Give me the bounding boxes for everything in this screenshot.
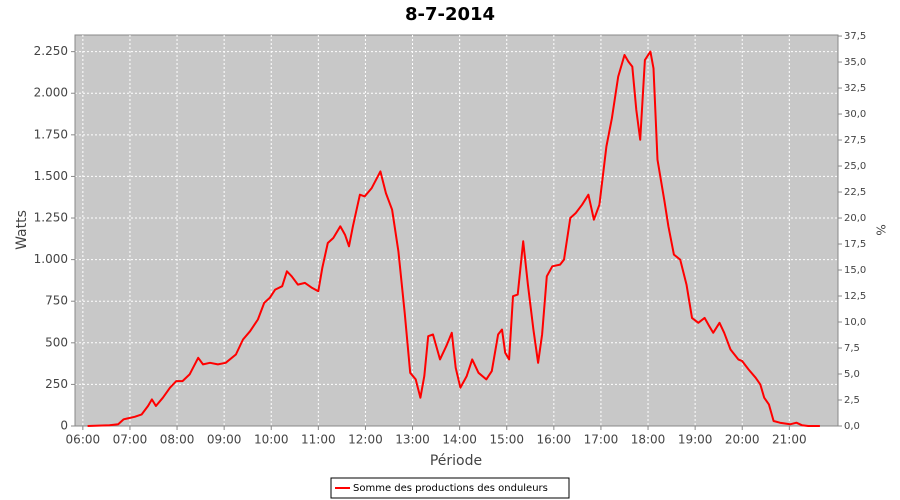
y-tick-label: 2.250 — [34, 44, 68, 58]
series-line — [87, 50, 820, 427]
y2-tick-label: 20,0 — [844, 213, 866, 224]
y2-tick-label: 15,0 — [844, 265, 866, 276]
legend-box — [330, 477, 570, 499]
x-tick-label: 16:00 — [537, 433, 572, 447]
y-axis-label: Watts — [14, 210, 30, 250]
y2-tick-label: 35,0 — [844, 57, 866, 68]
y2-tick-label: 0,0 — [844, 421, 860, 432]
y-tick-label: 750 — [45, 294, 68, 308]
x-axis-label: Période — [430, 453, 482, 469]
x-tick-label: 19:00 — [678, 433, 713, 447]
y2-tick-label: 25,0 — [844, 161, 866, 172]
y2-tick-label: 37,5 — [844, 31, 866, 42]
y-tick-label: 500 — [45, 335, 68, 349]
y2-tick-label: 7,5 — [844, 343, 860, 354]
x-tick-label: 20:00 — [725, 433, 760, 447]
plot-area — [74, 34, 839, 427]
y2-tick-label: 17,5 — [844, 239, 866, 250]
x-tick-label: 06:00 — [66, 433, 101, 447]
y-tick-label: 1.500 — [34, 169, 68, 183]
x-tick-label: 08:00 — [160, 433, 195, 447]
y2-tick-label: 12,5 — [844, 291, 866, 302]
y-tick-label: 250 — [45, 377, 68, 391]
chart-title: 8-7-2014 — [405, 4, 495, 25]
y-tick-label: 2.000 — [34, 86, 68, 100]
x-tick-label: 17:00 — [584, 433, 619, 447]
y-tick-label: 1.750 — [34, 127, 68, 141]
y2-tick-label: 22,5 — [844, 187, 866, 198]
y2-tick-label: 10,0 — [844, 317, 866, 328]
y2-tick-label: 2,5 — [844, 395, 860, 406]
x-tick-label: 09:00 — [207, 433, 242, 447]
x-tick-label: 13:00 — [395, 433, 430, 447]
x-tick-label: 11:00 — [301, 433, 336, 447]
y-tick-label: 1.250 — [34, 211, 68, 225]
x-tick-label: 07:00 — [113, 433, 148, 447]
y2-tick-label: 30,0 — [844, 109, 866, 120]
y2-tick-label: 27,5 — [844, 135, 866, 146]
legend-label: Somme des productions des onduleurs — [353, 483, 548, 494]
y2-axis-label: % — [874, 224, 888, 235]
x-tick-label: 12:00 — [348, 433, 383, 447]
x-tick-label: 18:00 — [631, 433, 666, 447]
y2-tick-label: 32,5 — [844, 83, 866, 94]
x-tick-label: 10:00 — [254, 433, 289, 447]
x-tick-label: 21:00 — [772, 433, 807, 447]
x-tick-label: 14:00 — [442, 433, 477, 447]
y2-tick-label: 5,0 — [844, 369, 860, 380]
y-tick-label: 0 — [60, 419, 68, 433]
x-tick-label: 15:00 — [489, 433, 524, 447]
y-tick-label: 1.000 — [34, 252, 68, 266]
